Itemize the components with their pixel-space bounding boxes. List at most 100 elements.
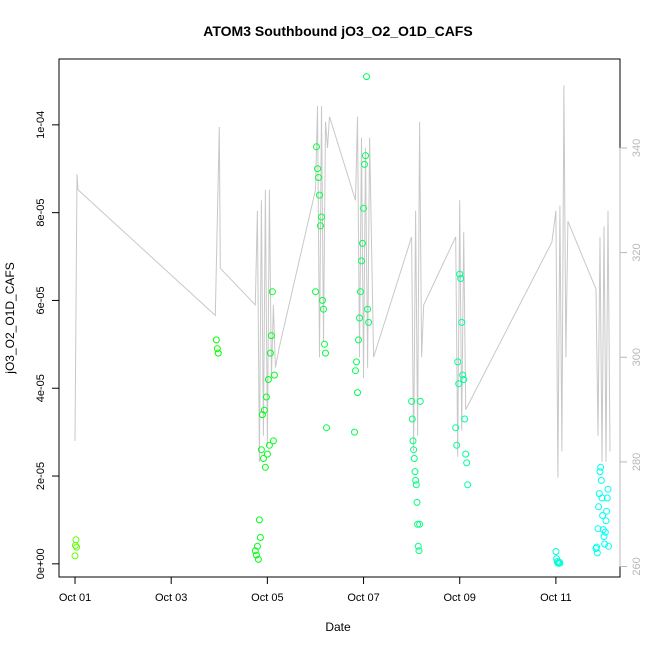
data-point — [603, 494, 611, 502]
data-point — [258, 411, 266, 419]
data-point — [454, 358, 462, 366]
data-point — [452, 424, 460, 432]
data-point — [461, 415, 469, 423]
data-point — [257, 446, 265, 454]
data-point — [595, 503, 603, 511]
data-point — [598, 494, 606, 502]
data-point — [601, 528, 609, 536]
right-axis-line-series — [74, 85, 611, 478]
data-point — [317, 222, 324, 230]
x-tick-label: Oct 09 — [444, 592, 476, 604]
data-point — [251, 547, 259, 555]
data-point — [359, 239, 366, 247]
data-point — [259, 455, 267, 462]
y-left-tick-label: 1e-04 — [35, 111, 47, 139]
data-point — [214, 349, 222, 357]
data-point — [597, 463, 605, 471]
data-point — [416, 520, 424, 528]
data-point — [464, 481, 472, 489]
data-point — [354, 389, 361, 397]
data-point — [352, 367, 359, 375]
data-point — [453, 441, 461, 449]
data-point — [596, 468, 604, 476]
data-point — [314, 165, 321, 173]
data-point — [262, 393, 270, 401]
data-point — [353, 358, 360, 366]
chart-title: ATOM3 Southbound jO3_O2_O1D_CAFS — [203, 23, 472, 39]
data-point — [213, 345, 221, 353]
data-point — [320, 305, 327, 313]
data-point — [360, 204, 367, 212]
data-point — [415, 547, 423, 555]
data-point — [322, 349, 329, 357]
data-point — [600, 533, 608, 541]
data-point — [312, 288, 319, 296]
data-point — [266, 349, 274, 357]
data-point — [457, 275, 465, 282]
data-point — [411, 468, 419, 476]
data-point — [265, 441, 273, 449]
data-point — [555, 558, 563, 566]
data-point — [408, 397, 416, 405]
data-point — [416, 397, 424, 405]
data-point — [254, 555, 262, 563]
data-point — [316, 191, 323, 199]
data-point — [410, 446, 418, 454]
data-point — [463, 459, 471, 467]
x-tick-label: Oct 03 — [155, 592, 187, 604]
y-right-tick-label: 320 — [631, 243, 643, 261]
data-point — [318, 213, 325, 221]
data-point — [358, 257, 365, 265]
data-point — [556, 559, 564, 567]
data-point — [323, 424, 330, 432]
data-point — [599, 512, 607, 519]
data-point — [361, 160, 368, 168]
data-point — [605, 542, 613, 550]
y-left-tick-label: 2e-05 — [35, 462, 47, 490]
data-point — [263, 450, 271, 458]
data-point — [264, 376, 272, 383]
data-point — [269, 437, 277, 445]
data-point — [212, 336, 220, 344]
data-point — [357, 288, 364, 296]
data-point — [267, 332, 275, 340]
x-tick-label: Oct 07 — [347, 592, 379, 604]
plot-frame — [58, 58, 621, 578]
data-point — [319, 296, 326, 304]
data-point — [253, 542, 261, 550]
y-right-tick-label: 300 — [631, 348, 643, 366]
y-axis-left: 0e+00 2e-05 4e-05 6e-05 8e-05 1e-04 — [35, 111, 60, 579]
data-point — [364, 305, 372, 313]
data-point — [408, 415, 416, 423]
data-point — [414, 520, 422, 528]
x-axis-label: Date — [325, 620, 351, 634]
data-point — [270, 371, 278, 379]
y-axis-label: jO3_O2_O1D_CAFS — [3, 262, 17, 374]
scatter-points — [71, 73, 613, 567]
data-point — [256, 534, 264, 541]
data-point — [413, 498, 421, 506]
y-left-tick-label: 4e-05 — [35, 374, 47, 402]
data-point — [597, 476, 605, 484]
data-point — [410, 455, 418, 462]
data-point — [459, 371, 467, 379]
data-point — [363, 73, 370, 81]
y-right-tick-label: 280 — [631, 453, 643, 471]
data-point — [252, 551, 260, 559]
data-point — [315, 174, 322, 181]
x-tick-label: Oct 05 — [251, 592, 283, 604]
line-series-path — [74, 85, 611, 478]
x-tick-label: Oct 01 — [59, 592, 91, 604]
data-point — [458, 318, 466, 326]
data-point — [365, 318, 373, 326]
data-point — [412, 476, 420, 484]
data-point — [414, 542, 422, 550]
data-point — [73, 543, 80, 551]
data-point — [355, 336, 362, 344]
data-point — [313, 143, 320, 151]
y-left-tick-label: 8e-05 — [35, 199, 47, 227]
data-point — [72, 536, 80, 544]
data-point — [268, 288, 276, 296]
